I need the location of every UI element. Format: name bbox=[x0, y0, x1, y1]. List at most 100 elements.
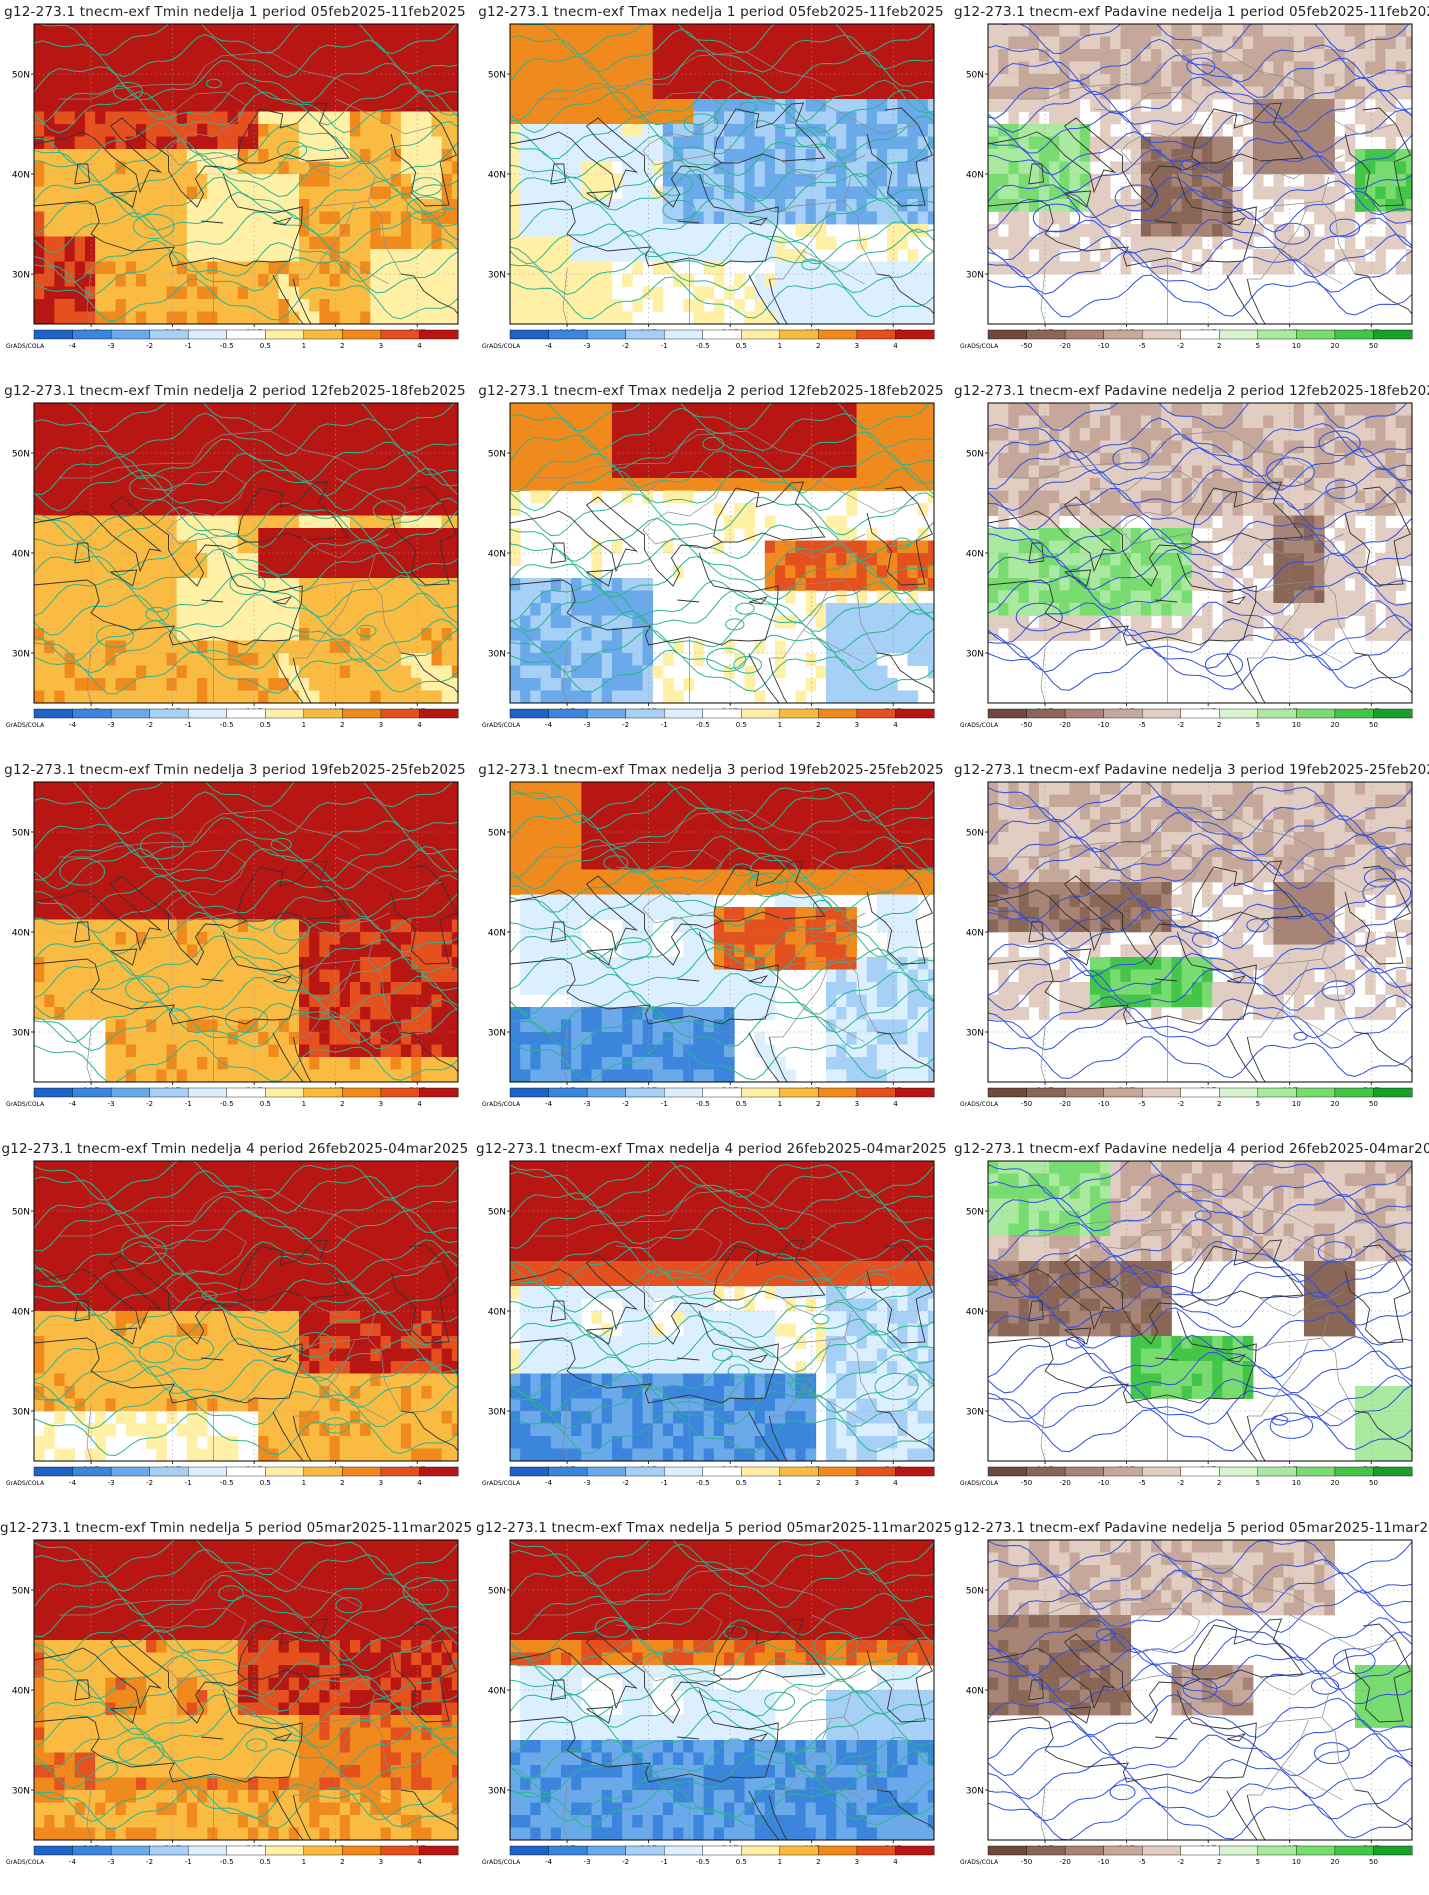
lat-label: 50N bbox=[12, 829, 30, 839]
legend-swatch bbox=[895, 1466, 935, 1477]
legend-swatch bbox=[702, 1087, 742, 1098]
map-panel: 50N40N30N10E20E30E40E50E-50-20-10-5-2251… bbox=[954, 758, 1429, 1137]
lat-label: 40N bbox=[966, 1687, 984, 1697]
lat-label: 30N bbox=[488, 1408, 506, 1418]
legend-tick-label: 0.5 bbox=[736, 342, 747, 350]
legend-tick-label: 2 bbox=[816, 342, 820, 350]
legend-swatch bbox=[1141, 1466, 1182, 1477]
legend-swatch bbox=[741, 1845, 781, 1856]
legend-tick-label: -2 bbox=[1177, 1479, 1184, 1487]
legend-tick-label: 1 bbox=[778, 721, 782, 729]
legend-tick-label: 20 bbox=[1330, 721, 1339, 729]
contour-lines bbox=[988, 24, 1412, 318]
legend-swatch bbox=[548, 1845, 588, 1856]
country-borders bbox=[1012, 51, 1396, 324]
legend-swatch bbox=[226, 708, 266, 719]
color-legend: -4 -3 -2 -1 -0.5 0.5 1 2 3 4 bbox=[509, 708, 935, 729]
legend-tick-label: -0.5 bbox=[220, 1100, 234, 1108]
legend-swatch bbox=[987, 1466, 1028, 1477]
legend-swatch bbox=[303, 708, 343, 719]
legend-tick-label: 2 bbox=[816, 1100, 820, 1108]
legend-tick-label: 5 bbox=[1256, 1100, 1260, 1108]
color-legend: -50 -20 -10 -5 -2 2 5 10 20 50 bbox=[987, 329, 1413, 350]
legend-swatch bbox=[987, 329, 1028, 340]
panel-title: g12-273.1 tnecm-exf Padavine nedelja 5 p… bbox=[954, 1520, 1429, 1536]
legend-tick-label: -0.5 bbox=[696, 1100, 710, 1108]
legend-swatch bbox=[625, 708, 665, 719]
legend-swatch bbox=[818, 1087, 858, 1098]
color-legend: -50 -20 -10 -5 -2 2 5 10 20 50 bbox=[987, 1845, 1413, 1866]
map-panel: 50N40N30N10E20E30E40E50E-4-3-2-1-0.50.51… bbox=[0, 379, 470, 758]
lat-label: 30N bbox=[488, 1029, 506, 1039]
legend-swatch bbox=[380, 708, 420, 719]
coastlines bbox=[510, 481, 934, 703]
shaded-field bbox=[510, 1540, 934, 1840]
legend-tick-label: 2 bbox=[340, 342, 344, 350]
legend-tick-label: 4 bbox=[893, 342, 898, 350]
shaded-field bbox=[510, 403, 934, 703]
legend-swatch bbox=[1296, 708, 1336, 719]
country-borders bbox=[534, 809, 918, 1082]
legend-swatch bbox=[1180, 1845, 1220, 1856]
legend-tick-label: -2 bbox=[1177, 721, 1184, 729]
legend-tick-label: 1 bbox=[778, 1858, 782, 1866]
legend-swatch bbox=[72, 1845, 112, 1856]
shaded-field bbox=[34, 1161, 458, 1461]
legend-swatch bbox=[1180, 329, 1220, 340]
legend-tick-label: -2 bbox=[146, 342, 153, 350]
color-legend: -4 -3 -2 -1 -0.5 0.5 1 2 3 4 bbox=[509, 1466, 935, 1487]
legend-tick-label: 3 bbox=[855, 1100, 859, 1108]
legend-tick-label: -3 bbox=[108, 1100, 115, 1108]
legend-tick-label: 10 bbox=[1292, 1100, 1301, 1108]
legend-tick-label: -3 bbox=[108, 1858, 115, 1866]
lat-label: 50N bbox=[966, 829, 984, 839]
legend-swatch bbox=[741, 1087, 781, 1098]
legend-swatch bbox=[779, 708, 819, 719]
legend-swatch bbox=[818, 1845, 858, 1856]
lat-label: 30N bbox=[12, 1787, 30, 1797]
legend-swatch bbox=[1257, 1466, 1297, 1477]
coastlines bbox=[988, 1239, 1412, 1461]
legend-tick-label: -1 bbox=[185, 1100, 192, 1108]
legend-swatch bbox=[265, 1087, 305, 1098]
legend-tick-label: -10 bbox=[1098, 1100, 1109, 1108]
legend-swatch bbox=[548, 708, 588, 719]
legend-tick-label: 0.5 bbox=[260, 342, 271, 350]
country-borders bbox=[534, 51, 918, 324]
legend-tick-label: -4 bbox=[545, 721, 553, 729]
panel-title: g12-273.1 tnecm-exf Tmin nedelja 5 perio… bbox=[0, 1520, 473, 1536]
legend-tick-label: 0.5 bbox=[260, 721, 271, 729]
shaded-field bbox=[510, 1161, 934, 1461]
lat-label: 40N bbox=[12, 1308, 30, 1318]
legend-swatch bbox=[342, 1087, 382, 1098]
legend-tick-label: 2 bbox=[340, 1479, 344, 1487]
grads-credit: GrADS/COLA bbox=[6, 1480, 45, 1487]
shaded-field bbox=[988, 1161, 1412, 1461]
legend-tick-label: -5 bbox=[1139, 1858, 1146, 1866]
lat-label: 50N bbox=[966, 71, 984, 81]
legend-swatch bbox=[509, 329, 550, 340]
legend-swatch bbox=[895, 1087, 935, 1098]
legend-tick-label: 20 bbox=[1330, 1479, 1339, 1487]
legend-swatch bbox=[1219, 329, 1259, 340]
legend-swatch bbox=[1026, 1466, 1066, 1477]
legend-swatch bbox=[1180, 708, 1220, 719]
color-legend: -50 -20 -10 -5 -2 2 5 10 20 50 bbox=[987, 1466, 1413, 1487]
legend-swatch bbox=[72, 1466, 112, 1477]
lat-label: 40N bbox=[966, 1308, 984, 1318]
map-figure: 50N40N30N10E20E30E40E50E-50-20-10-5-2251… bbox=[960, 402, 1413, 729]
legend-tick-label: -2 bbox=[146, 1858, 153, 1866]
legend-swatch bbox=[33, 1466, 74, 1477]
legend-swatch bbox=[1257, 1087, 1297, 1098]
legend-tick-label: 50 bbox=[1369, 1100, 1378, 1108]
graticule bbox=[988, 1161, 1412, 1461]
shaded-field bbox=[34, 24, 458, 324]
legend-tick-label: 2 bbox=[340, 1100, 344, 1108]
shaded-field bbox=[988, 403, 1412, 703]
legend-tick-label: -4 bbox=[545, 342, 553, 350]
coastlines bbox=[988, 860, 1412, 1082]
legend-swatch bbox=[110, 1845, 151, 1856]
legend-swatch bbox=[226, 1845, 266, 1856]
legend-swatch bbox=[987, 1087, 1028, 1098]
graticule bbox=[988, 1540, 1412, 1840]
